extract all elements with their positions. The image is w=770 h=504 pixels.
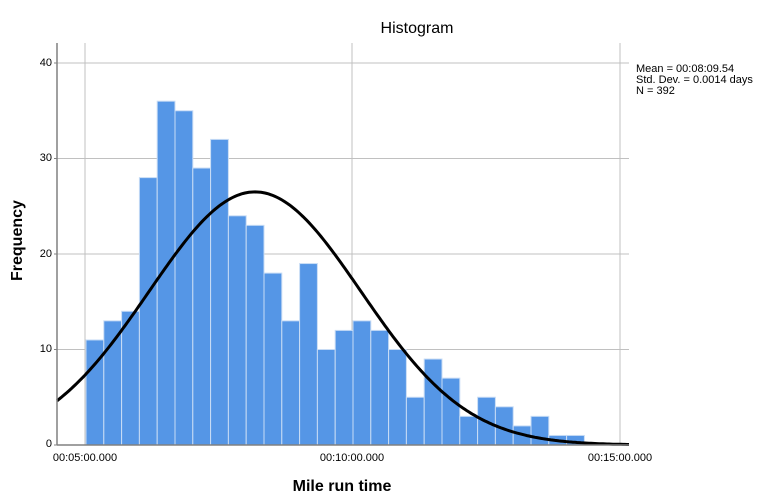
y-tick-40: 40	[39, 57, 52, 69]
histogram-bar	[156, 100, 176, 446]
x-tick-5min: 00:05:00.000	[52, 452, 118, 464]
histogram-bar	[103, 320, 123, 446]
histogram-bar	[316, 349, 336, 446]
x-axis-label: Mile run time	[292, 478, 392, 495]
histogram-bar	[210, 138, 229, 446]
histogram-bar	[192, 167, 212, 446]
histogram-bar	[334, 329, 354, 446]
stats-n: N = 392	[636, 85, 675, 97]
histogram-bar	[352, 320, 372, 446]
histogram-bar	[405, 396, 425, 446]
chart-title: Histogram	[380, 20, 454, 37]
stats-std: Std. Dev. = 0.0014 days	[636, 74, 753, 86]
normal-curve	[56, 190, 629, 446]
histogram-bar	[281, 320, 301, 446]
y-axis-label: Frequency	[9, 200, 26, 281]
histogram-bar	[459, 415, 479, 446]
histogram-bar	[227, 215, 247, 446]
histogram-bar	[530, 415, 550, 446]
histogram-bar	[263, 272, 283, 446]
y-tick-20: 20	[39, 248, 52, 260]
histogram-bar	[370, 329, 390, 446]
histogram-bar	[138, 177, 158, 446]
histogram-bar	[423, 358, 443, 446]
histogram-bar	[441, 377, 461, 446]
stats-legend: Mean = 00:08:09.54 Std. Dev. = 0.0014 da…	[636, 64, 753, 97]
histogram-bar	[388, 349, 407, 446]
histogram-bar	[299, 263, 318, 446]
y-tick-10: 10	[39, 343, 52, 355]
stats-mean: Mean = 00:08:09.54	[636, 63, 735, 75]
x-tick-10min: 00:10:00.000	[319, 452, 385, 464]
histogram-bar	[121, 310, 140, 446]
histogram-bar	[245, 224, 265, 446]
x-tick-15min: 00:15:00.000	[587, 452, 653, 464]
y-tick-0: 0	[45, 438, 52, 450]
y-tick-30: 30	[39, 152, 52, 164]
histogram-bar	[174, 110, 194, 446]
